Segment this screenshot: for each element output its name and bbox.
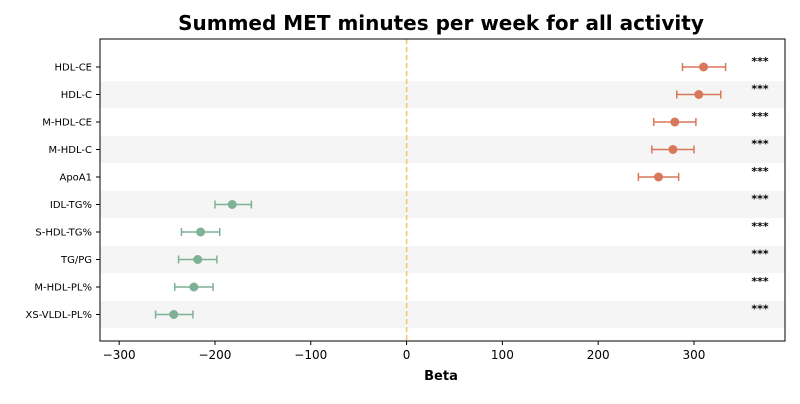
significance-label: *** bbox=[751, 193, 769, 206]
data-point bbox=[654, 172, 664, 182]
y-tick-label: M-HDL-C bbox=[49, 145, 92, 156]
row-band bbox=[100, 301, 785, 328]
data-point bbox=[694, 90, 704, 99]
row-band bbox=[100, 81, 785, 108]
x-tick-label: 0 bbox=[403, 348, 411, 362]
y-tick-label: M-HDL-PL% bbox=[34, 283, 92, 294]
plot-frame bbox=[99, 38, 786, 342]
significance-label: *** bbox=[751, 165, 769, 178]
data-point bbox=[193, 255, 203, 264]
y-tick-label: HDL-CE bbox=[54, 63, 92, 74]
x-tick-label: −200 bbox=[198, 348, 231, 362]
data-point bbox=[699, 62, 709, 72]
significance-label: *** bbox=[751, 55, 769, 68]
x-tick-label: 300 bbox=[683, 348, 706, 362]
x-tick-label: 200 bbox=[587, 348, 610, 362]
row-bands bbox=[100, 81, 785, 328]
y-axis: HDL-CE HDL-C M-HDL-CE M-HDL-C ApoA1 IDL-TG% S-… bbox=[26, 63, 100, 321]
data-point bbox=[196, 227, 206, 237]
y-tick-label: S-HDL-TG% bbox=[35, 228, 92, 239]
y-tick-label: M-HDL-CE bbox=[42, 118, 92, 129]
significance-label: *** bbox=[751, 83, 769, 96]
data-points bbox=[154, 62, 727, 319]
y-tick-label: ApoA1 bbox=[59, 173, 92, 184]
data-point bbox=[670, 117, 680, 127]
y-tick-label: HDL-C bbox=[61, 90, 92, 101]
x-tick-label: −100 bbox=[294, 348, 327, 362]
data-point bbox=[227, 200, 237, 209]
data-point bbox=[668, 145, 678, 154]
significance-label: *** bbox=[751, 303, 769, 316]
x-tick-label: 100 bbox=[491, 348, 514, 362]
significance-label: *** bbox=[751, 110, 769, 123]
significance-label: *** bbox=[751, 275, 769, 288]
significance-label: *** bbox=[751, 248, 769, 261]
significance-labels: *** *** *** *** *** *** *** *** *** *** bbox=[751, 55, 769, 316]
row-band bbox=[100, 191, 785, 218]
x-tick-label: −300 bbox=[103, 348, 136, 362]
chart-title: Summed MET minutes per week for all acti… bbox=[178, 11, 704, 35]
y-tick-label: IDL-TG% bbox=[50, 200, 92, 211]
y-tick-label: XS-VLDL-PL% bbox=[26, 310, 92, 321]
data-point bbox=[169, 310, 179, 319]
y-tick-label: TG/PG bbox=[60, 255, 92, 266]
data-point bbox=[189, 282, 199, 292]
x-axis: −300 −200 −100 0 100 200 300 bbox=[103, 341, 706, 362]
significance-label: *** bbox=[751, 138, 769, 151]
x-axis-label: Beta bbox=[424, 369, 458, 384]
significance-label: *** bbox=[751, 220, 769, 233]
